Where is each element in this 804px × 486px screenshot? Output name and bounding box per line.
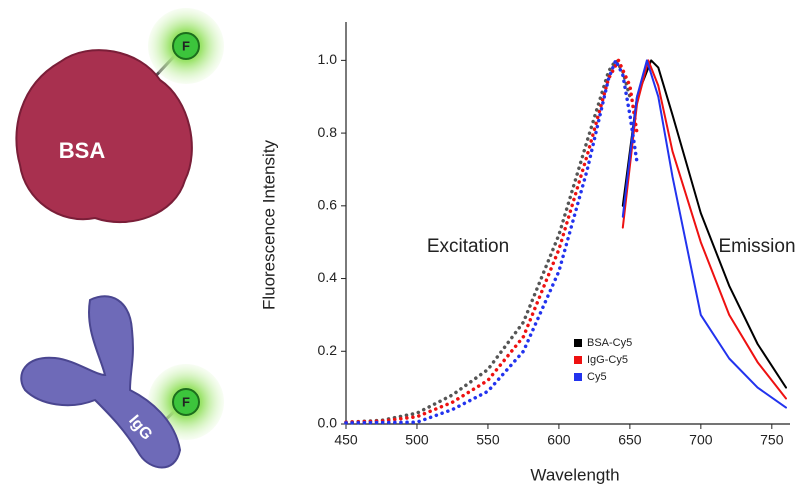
- y-axis-label: Fluorescence Intensity: [259, 139, 278, 310]
- bsa-illustration: F BSA: [15, 8, 224, 223]
- igg-illustration: F IgG: [20, 295, 224, 469]
- y-tick-label: 0.8: [318, 124, 338, 140]
- annotation: Emission: [718, 236, 795, 257]
- y-tick-label: 0.6: [318, 197, 338, 213]
- dye-label: F: [182, 38, 190, 53]
- x-tick-label: 500: [405, 432, 429, 448]
- legend-swatch: [574, 373, 582, 381]
- legend-label: Cy5: [587, 371, 607, 383]
- y-tick-label: 1.0: [318, 51, 338, 67]
- x-tick-label: 550: [476, 432, 500, 448]
- annotation: Excitation: [427, 236, 509, 257]
- excitation-line: [344, 58, 639, 425]
- dye-label: F: [182, 394, 190, 409]
- y-tick-label: 0.4: [318, 269, 338, 285]
- emission-line: [621, 59, 787, 400]
- x-tick-label: 650: [618, 432, 642, 448]
- x-tick-label: 450: [334, 432, 358, 448]
- legend-swatch: [574, 339, 582, 347]
- emission-line: [621, 59, 787, 409]
- x-tick-label: 750: [760, 432, 784, 448]
- legend-swatch: [574, 356, 582, 364]
- excitation-line: [344, 58, 632, 424]
- y-tick-label: 0.2: [318, 342, 338, 358]
- legend-label: IgG-Cy5: [587, 354, 628, 366]
- excitation-line: [344, 58, 639, 424]
- emission-line: [621, 59, 787, 389]
- legend-label: BSA-Cy5: [587, 337, 632, 349]
- y-tick-label: 0.0: [318, 415, 338, 431]
- x-tick-label: 600: [547, 432, 571, 448]
- x-tick-label: 700: [689, 432, 713, 448]
- x-axis-label: Wavelength: [530, 465, 619, 484]
- protein-label: BSA: [59, 138, 106, 163]
